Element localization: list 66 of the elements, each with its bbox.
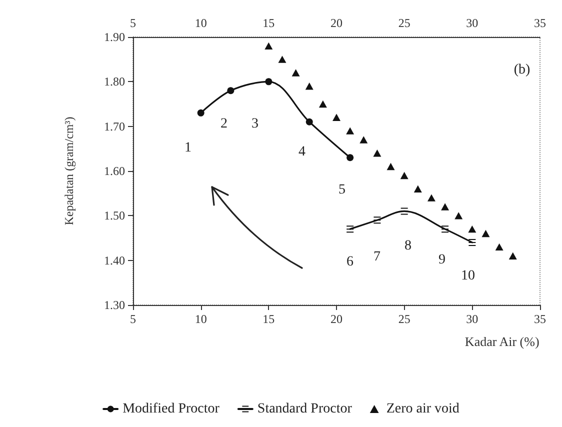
x-axis-title: Kadar Air (%) <box>464 334 540 349</box>
x-tick-label: 35 <box>534 312 546 326</box>
x-tick-label: 20 <box>330 312 342 326</box>
annotation: 6 <box>346 254 354 270</box>
point <box>414 185 422 192</box>
point <box>373 150 382 157</box>
annotation: 1 <box>184 140 192 156</box>
point <box>374 216 381 224</box>
x2-tick-label: 35 <box>534 16 546 30</box>
annotation: 3 <box>252 116 258 132</box>
point <box>264 42 273 50</box>
annotation: 9 <box>438 252 446 268</box>
x-tick-label: 5 <box>130 312 136 326</box>
point <box>400 172 408 180</box>
point <box>454 212 463 220</box>
y-axis-title: Kepadatan (gram/cm³) <box>62 116 76 226</box>
x-tick-label: 25 <box>398 312 410 326</box>
point <box>468 238 476 246</box>
y-tick-label: 1.30 <box>104 298 125 312</box>
legend-label: Standard Proctor <box>257 402 352 416</box>
y-tick-label: 1.40 <box>104 253 125 268</box>
annotation: 5 <box>338 182 346 198</box>
x-tick-label: 30 <box>466 312 478 326</box>
x-tick-label: 10 <box>194 312 207 326</box>
point <box>197 109 204 116</box>
y-tick-label: 1.50 <box>104 208 125 223</box>
point <box>468 225 476 233</box>
point <box>292 69 300 76</box>
point <box>360 136 368 144</box>
legend-label: Zero air void <box>386 402 460 416</box>
annotation: 10 <box>461 268 475 284</box>
annotation: (b) <box>514 62 530 78</box>
point <box>306 118 313 126</box>
point <box>482 230 490 238</box>
y-tick-label: 1.90 <box>104 30 125 44</box>
point <box>318 100 327 108</box>
legend-label: Modified Proctor <box>122 402 220 416</box>
y-tick-label: 1.70 <box>104 119 125 134</box>
x2-tick-label: 5 <box>130 16 136 30</box>
x2-tick-label: 25 <box>398 16 410 30</box>
x2-tick-label: 30 <box>466 16 478 30</box>
x-tick-label: 15 <box>262 312 275 326</box>
point <box>346 226 354 233</box>
point <box>305 82 314 90</box>
point <box>427 194 436 202</box>
y-tick-label: 1.80 <box>104 74 125 89</box>
point <box>346 154 354 162</box>
point <box>400 208 408 215</box>
point <box>332 114 340 121</box>
point <box>441 203 450 210</box>
y-tick-label: 1.60 <box>104 164 125 178</box>
point <box>495 243 504 251</box>
x2-tick-label: 10 <box>194 16 207 30</box>
annotation: 4 <box>298 144 306 160</box>
point <box>386 162 395 170</box>
point <box>265 78 272 86</box>
point <box>227 87 234 94</box>
annotation: 2 <box>220 116 228 132</box>
point <box>278 56 286 63</box>
annotation: 7 <box>374 250 380 264</box>
x2-tick-label: 20 <box>330 16 342 30</box>
annotation: 8 <box>404 238 412 254</box>
point <box>508 252 517 260</box>
x2-tick-label: 15 <box>262 16 275 30</box>
point <box>346 127 354 134</box>
point <box>442 226 449 233</box>
